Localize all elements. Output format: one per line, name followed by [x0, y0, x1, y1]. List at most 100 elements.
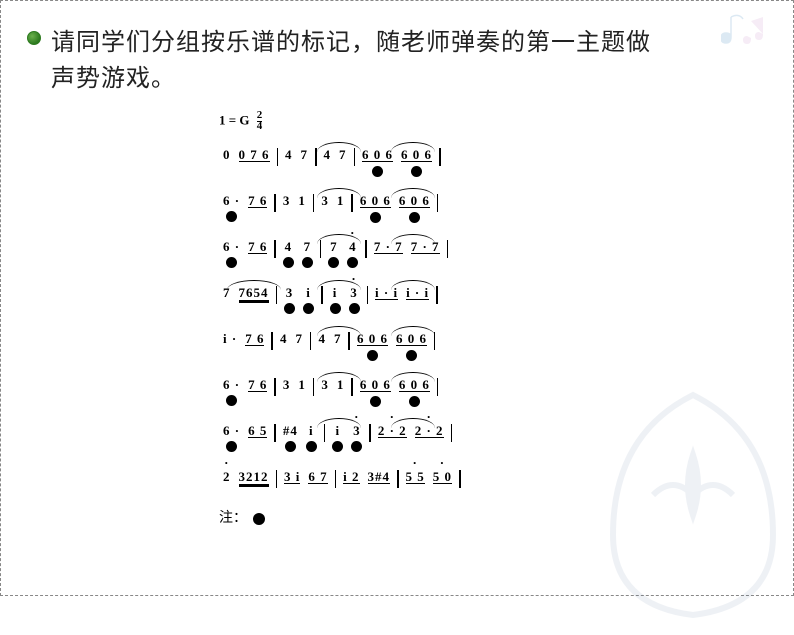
- notes: 1: [298, 372, 306, 391]
- barline: [367, 286, 369, 304]
- notes: i · i: [375, 280, 398, 300]
- notes: 6 0 6: [399, 188, 430, 208]
- note-cell: 6 0 6: [358, 142, 397, 177]
- notes: 7 · 7: [374, 234, 403, 254]
- notes: 7654: [239, 280, 269, 301]
- note-cell: 5 5: [402, 464, 429, 484]
- note-cell: i: [328, 418, 347, 452]
- note-cell: #4: [279, 418, 302, 452]
- rhythm-dot: [306, 441, 317, 452]
- note-cell: 0: [219, 142, 235, 161]
- rhythm-dot: [409, 396, 420, 407]
- note-cell: 2 · 2: [374, 418, 411, 438]
- barline: [271, 332, 273, 350]
- notes: i: [306, 280, 311, 299]
- notes: 3 i: [284, 464, 300, 484]
- rhythm-dot: [302, 257, 313, 268]
- rhythm-dot: [349, 303, 360, 314]
- note-cell: 7 6: [244, 234, 271, 254]
- barline: [365, 240, 367, 258]
- note-cell: 3: [317, 372, 333, 391]
- note-cell: 7: [330, 326, 346, 345]
- note-cell: 6 ·: [219, 418, 244, 452]
- barline: [437, 194, 439, 212]
- barline: [437, 378, 439, 396]
- note-cell: 3 i: [280, 464, 304, 484]
- barline: [313, 378, 315, 396]
- notes: 6 0 6: [396, 326, 427, 346]
- note-cell: i: [302, 418, 321, 452]
- note-cell: 3: [345, 280, 364, 314]
- barline: [274, 424, 276, 442]
- notes: 6 ·: [223, 418, 240, 437]
- notes: 1: [337, 188, 345, 207]
- score-row: 6 ·7 631316 0 66 0 6: [219, 372, 619, 414]
- barline: [274, 194, 276, 212]
- rhythm-dot: [370, 396, 381, 407]
- notes: 3: [283, 188, 291, 207]
- note-cell: 7: [324, 234, 343, 268]
- score-row: i ·7 647476 0 66 0 6: [219, 326, 619, 368]
- notes: 7 6: [248, 188, 267, 208]
- rhythm-dot: [347, 257, 358, 268]
- note-cell: 6 0 6: [395, 372, 434, 407]
- score-row: 00 7 647476 0 66 0 6: [219, 142, 619, 184]
- note-cell: 3#4: [364, 464, 395, 484]
- notes: 6 ·: [223, 234, 240, 253]
- notes: 6 0 6: [399, 372, 430, 392]
- note-cell: 7: [297, 142, 313, 161]
- note-cell: 3: [280, 280, 299, 314]
- rhythm-dot: [285, 441, 296, 452]
- notes: 4: [285, 234, 293, 253]
- note-cell: 3: [279, 188, 295, 207]
- barline: [439, 148, 441, 166]
- note-cell: 4: [314, 326, 330, 345]
- note-cell: 3: [279, 372, 295, 391]
- barline: [313, 194, 315, 212]
- note-cell: 6 0 6: [356, 188, 395, 223]
- note-cell: 3: [317, 188, 333, 207]
- music-notes-decoration: [721, 9, 781, 54]
- notes: 3: [321, 188, 329, 207]
- barline: [274, 240, 276, 258]
- notes: 6 ·: [223, 188, 240, 207]
- note-cell: 6 ·: [219, 234, 244, 268]
- score-row: 6 ·7 647747 · 77 · 7: [219, 234, 619, 276]
- score-row: 6 ·6 5#4ii32 · 22 · 2: [219, 418, 619, 460]
- note-cell: 7 6: [244, 188, 271, 208]
- score-row: 776543ii3i · ii · i: [219, 280, 619, 322]
- note-cell: 6 0 6: [397, 142, 436, 177]
- note-cell: 3212: [235, 464, 273, 485]
- barline: [310, 332, 312, 350]
- note-cell: 6 7: [304, 464, 331, 484]
- notes: 7 6: [245, 326, 264, 346]
- barline: [397, 470, 399, 488]
- barline: [459, 470, 461, 488]
- footnote-dot: [253, 513, 265, 525]
- notes: 7 6: [248, 234, 267, 254]
- music-score: 1 = G 2 4 00 7 647476 0 66 0 66 ·7 63131…: [219, 111, 619, 526]
- note-cell: 2 · 2: [411, 418, 448, 438]
- note-cell: 6 ·: [219, 188, 244, 222]
- barline: [274, 378, 276, 396]
- barline: [447, 240, 449, 258]
- rhythm-dot: [303, 303, 314, 314]
- notes: 0: [223, 142, 231, 161]
- notes: 7: [223, 280, 231, 299]
- notes: #4: [283, 418, 298, 437]
- notes: 6 7: [308, 464, 327, 484]
- rhythm-dot: [328, 257, 339, 268]
- note-cell: 7 6: [244, 372, 271, 392]
- notes: 7: [339, 142, 347, 161]
- notes: 3: [321, 372, 329, 391]
- notes: 5 5: [406, 464, 425, 484]
- notes: i ·: [223, 326, 237, 345]
- note-cell: 3: [347, 418, 366, 452]
- note-cell: 6 0 6: [356, 372, 395, 407]
- barline: [335, 470, 337, 488]
- notes: 2 · 2: [415, 418, 444, 438]
- notes: 3212: [239, 464, 269, 485]
- barline: [451, 424, 453, 442]
- notes: i: [309, 418, 314, 437]
- time-signature: 2 4: [257, 111, 263, 132]
